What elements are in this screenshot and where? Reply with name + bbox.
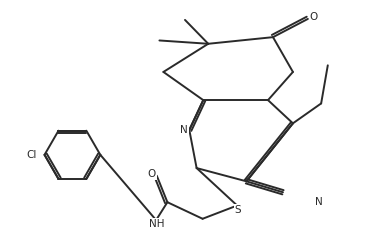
- Text: N: N: [180, 125, 188, 135]
- Text: O: O: [148, 169, 156, 179]
- Text: O: O: [310, 12, 318, 22]
- Text: S: S: [235, 206, 241, 216]
- Text: NH: NH: [149, 219, 165, 229]
- Text: Cl: Cl: [26, 150, 37, 160]
- Text: N: N: [315, 197, 323, 207]
